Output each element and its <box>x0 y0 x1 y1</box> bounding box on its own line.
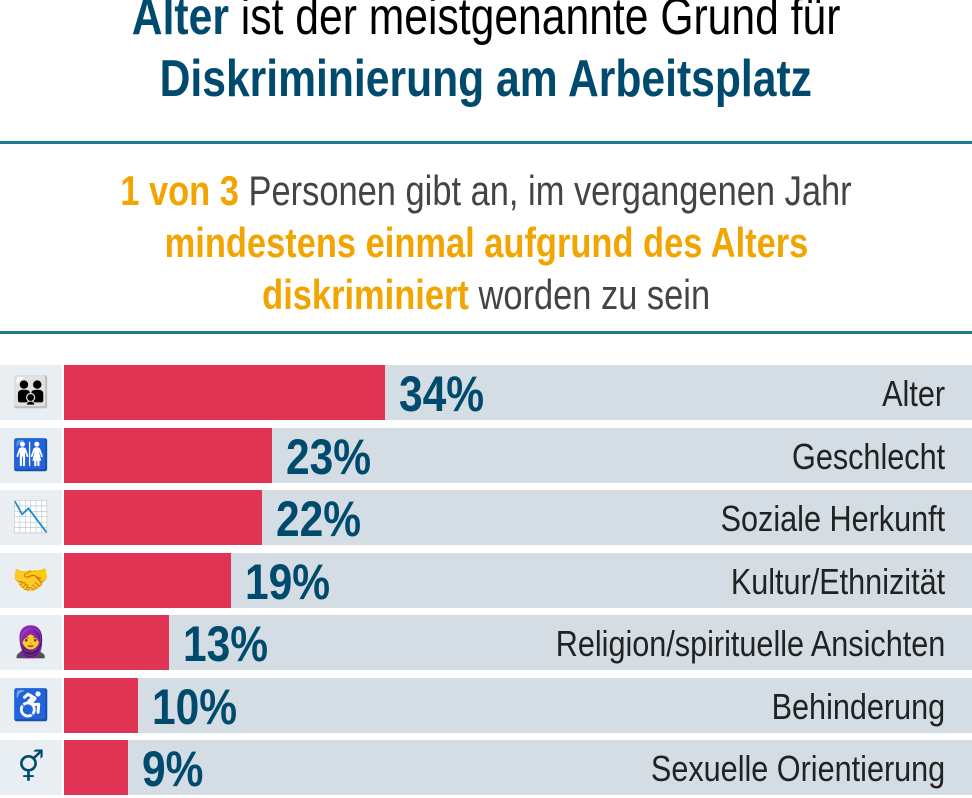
bar <box>64 677 138 733</box>
bar <box>64 427 272 483</box>
category-label: Alter <box>882 373 945 414</box>
gender-symbols-icon: ⚥ <box>0 740 62 795</box>
subtitle-text: worden zu sein <box>468 271 710 318</box>
headscarf-person-icon: 🧕 <box>0 615 62 670</box>
bar-row: 📉 22% Soziale Herkunft <box>0 490 972 547</box>
hands-together-icon: 🤝 <box>0 552 62 608</box>
subtitle-highlight: mindestens einmal aufgrund des Alters <box>164 219 808 266</box>
bar-value-label: 19% <box>244 553 330 610</box>
bar-row: 👪 34% Alter <box>0 365 972 422</box>
bar <box>64 490 262 545</box>
bar-track <box>64 615 972 670</box>
subtitle: 1 von 3 Personen gibt an, im vergangenen… <box>0 165 972 321</box>
bar-value-label: 23% <box>285 428 371 485</box>
bar-row: 🚻 23% Geschlecht <box>0 427 972 485</box>
bar-value-label: 34% <box>399 366 485 422</box>
category-label: Kultur/Ethnizität <box>730 560 945 602</box>
bar <box>64 365 386 420</box>
category-label: Behinderung <box>771 685 945 727</box>
family-icon: 👪 <box>0 365 62 420</box>
category-label: Religion/spirituelle Ansichten <box>555 623 945 664</box>
bar-row: 🤝 19% Kultur/Ethnizität <box>0 552 972 610</box>
subtitle-text: Personen gibt an, im vergangenen Jahr <box>239 167 852 214</box>
bar-row: 🧕 13% Religion/spirituelle Ansichten <box>0 615 972 672</box>
bar <box>64 615 169 670</box>
title-line2: Diskriminierung am Arbeitsplatz <box>159 50 813 108</box>
category-label: Sexuelle Orientierung <box>650 748 945 789</box>
chart-title: Alter ist der meistgenannte Grund für Di… <box>0 0 972 110</box>
divider <box>0 141 972 144</box>
bar-row: ⚥ 9% Sexuelle Orientierung <box>0 740 972 797</box>
category-label: Soziale Herkunft <box>720 498 945 539</box>
title-highlight: Alter <box>131 0 229 46</box>
bar-row: ♿ 10% Behinderung <box>0 677 972 735</box>
bar-value-label: 13% <box>182 616 268 672</box>
divider <box>0 331 972 334</box>
bar-value-label: 9% <box>141 741 204 797</box>
category-label: Geschlecht <box>791 435 945 477</box>
subtitle-highlight: 1 von 3 <box>120 167 240 214</box>
gender-icon: 🚻 <box>0 427 62 483</box>
bar-value-label: 10% <box>152 678 238 735</box>
bar <box>64 740 128 795</box>
social-background-icon: 📉 <box>0 490 62 545</box>
bar <box>64 552 231 608</box>
bar-track <box>64 677 972 733</box>
subtitle-highlight: diskriminiert <box>262 271 469 318</box>
title-line1: ist der meistgenannte Grund für <box>228 0 841 46</box>
wheelchair-icon: ♿ <box>0 677 62 733</box>
bar-value-label: 22% <box>275 491 361 547</box>
